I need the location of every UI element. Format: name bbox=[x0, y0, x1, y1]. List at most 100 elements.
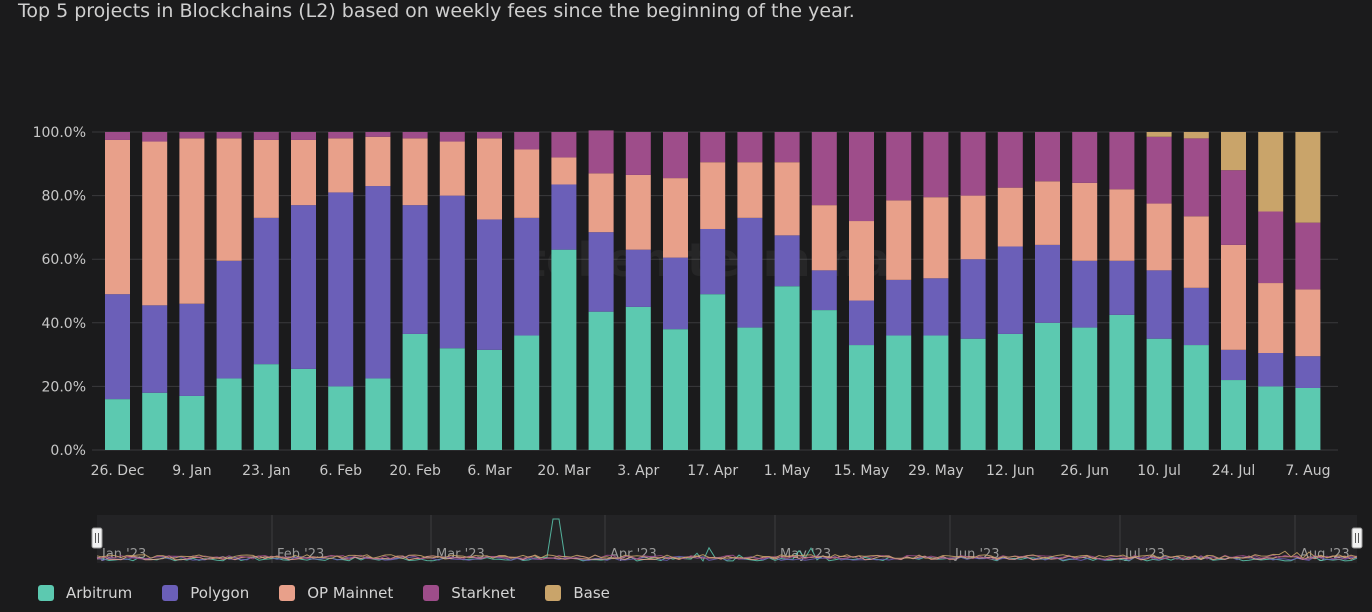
bar-segment-op-mainnet[interactable] bbox=[1109, 189, 1135, 261]
bar-segment-op-mainnet[interactable] bbox=[1258, 283, 1284, 354]
navigator-right-handle[interactable] bbox=[1351, 527, 1363, 549]
legend-item-starknet[interactable]: Starknet bbox=[423, 584, 515, 602]
bar-segment-polygon[interactable] bbox=[960, 259, 986, 339]
bar-segment-starknet[interactable] bbox=[588, 130, 614, 174]
bar-segment-polygon[interactable] bbox=[1109, 260, 1135, 315]
bar-segment-arbitrum[interactable] bbox=[328, 386, 354, 450]
bar-segment-starknet[interactable] bbox=[402, 132, 428, 139]
bar-segment-starknet[interactable] bbox=[328, 132, 354, 139]
bar-segment-arbitrum[interactable] bbox=[923, 335, 949, 450]
bar-segment-arbitrum[interactable] bbox=[402, 333, 428, 450]
bar-segment-starknet[interactable] bbox=[997, 132, 1023, 188]
bar-segment-polygon[interactable] bbox=[328, 192, 354, 387]
bar-segment-arbitrum[interactable] bbox=[1072, 327, 1098, 450]
bar-segment-arbitrum[interactable] bbox=[737, 327, 763, 450]
bar-segment-starknet[interactable] bbox=[663, 132, 688, 179]
bar-segment-arbitrum[interactable] bbox=[1035, 322, 1060, 450]
bar-segment-op-mainnet[interactable] bbox=[253, 139, 279, 218]
bar-group[interactable] bbox=[142, 132, 168, 450]
legend-item-arbitrum[interactable]: Arbitrum bbox=[38, 584, 132, 602]
bar-segment-op-mainnet[interactable] bbox=[402, 138, 428, 206]
bar-segment-op-mainnet[interactable] bbox=[1072, 182, 1098, 261]
bar-segment-starknet[interactable] bbox=[1109, 132, 1135, 190]
bar-segment-starknet[interactable] bbox=[1221, 170, 1246, 245]
bar-segment-starknet[interactable] bbox=[737, 132, 763, 163]
bar-segment-polygon[interactable] bbox=[1221, 349, 1246, 381]
bar-segment-arbitrum[interactable] bbox=[700, 294, 726, 450]
bar-segment-op-mainnet[interactable] bbox=[588, 173, 614, 233]
bar-segment-starknet[interactable] bbox=[1295, 222, 1321, 290]
bar-segment-arbitrum[interactable] bbox=[253, 364, 279, 450]
bar-group[interactable] bbox=[625, 132, 651, 450]
bar-segment-starknet[interactable] bbox=[514, 132, 540, 150]
bar-segment-op-mainnet[interactable] bbox=[439, 141, 465, 196]
bar-segment-arbitrum[interactable] bbox=[960, 338, 986, 450]
bar-segment-polygon[interactable] bbox=[1072, 260, 1098, 328]
bar-segment-op-mainnet[interactable] bbox=[291, 139, 316, 206]
bar-segment-op-mainnet[interactable] bbox=[960, 195, 986, 260]
bar-segment-op-mainnet[interactable] bbox=[923, 197, 949, 279]
bar-group[interactable] bbox=[588, 130, 614, 450]
bar-group[interactable] bbox=[774, 132, 800, 450]
bar-group[interactable] bbox=[551, 132, 577, 450]
bar-group[interactable] bbox=[105, 132, 130, 450]
bar-segment-arbitrum[interactable] bbox=[551, 249, 577, 450]
bar-segment-polygon[interactable] bbox=[849, 300, 874, 346]
bar-group[interactable] bbox=[365, 132, 391, 450]
bar-segment-op-mainnet[interactable] bbox=[1146, 203, 1172, 271]
bar-segment-arbitrum[interactable] bbox=[1183, 345, 1209, 450]
bar-segment-op-mainnet[interactable] bbox=[1035, 181, 1060, 245]
bar-segment-polygon[interactable] bbox=[514, 217, 540, 336]
bar-segment-base[interactable] bbox=[1146, 132, 1172, 137]
bar-segment-op-mainnet[interactable] bbox=[737, 162, 763, 218]
bar-segment-base[interactable] bbox=[1258, 132, 1284, 212]
bar-group[interactable] bbox=[811, 132, 837, 450]
bar-segment-starknet[interactable] bbox=[477, 132, 502, 139]
bar-segment-arbitrum[interactable] bbox=[439, 348, 465, 450]
bar-segment-arbitrum[interactable] bbox=[477, 349, 502, 450]
bar-segment-polygon[interactable] bbox=[105, 294, 130, 400]
legend-item-op-mainnet[interactable]: OP Mainnet bbox=[279, 584, 393, 602]
bar-segment-op-mainnet[interactable] bbox=[365, 136, 391, 187]
bar-segment-arbitrum[interactable] bbox=[514, 335, 540, 450]
bar-segment-starknet[interactable] bbox=[439, 132, 465, 142]
bar-segment-op-mainnet[interactable] bbox=[849, 221, 874, 301]
bar-group[interactable] bbox=[1221, 132, 1246, 450]
bar-group[interactable] bbox=[291, 132, 316, 450]
bar-segment-polygon[interactable] bbox=[1183, 287, 1209, 346]
bar-segment-arbitrum[interactable] bbox=[105, 399, 130, 450]
bar-segment-arbitrum[interactable] bbox=[588, 311, 614, 450]
bar-segment-polygon[interactable] bbox=[365, 186, 391, 379]
bar-segment-starknet[interactable] bbox=[849, 132, 874, 222]
bar-segment-polygon[interactable] bbox=[551, 184, 577, 250]
bar-segment-op-mainnet[interactable] bbox=[625, 174, 651, 250]
range-navigator[interactable]: Jan '23 Feb '23 Mar '23 Apr '23 May '23 Jun '… bbox=[91, 515, 1363, 563]
bar-segment-arbitrum[interactable] bbox=[365, 378, 391, 450]
bar-segment-polygon[interactable] bbox=[811, 270, 837, 311]
bar-group[interactable] bbox=[1146, 132, 1172, 450]
bar-segment-arbitrum[interactable] bbox=[663, 329, 688, 450]
bar-group[interactable] bbox=[216, 132, 242, 450]
bar-segment-op-mainnet[interactable] bbox=[997, 187, 1023, 247]
bar-segment-arbitrum[interactable] bbox=[1258, 386, 1284, 450]
bar-segment-op-mainnet[interactable] bbox=[700, 162, 726, 229]
legend-item-polygon[interactable]: Polygon bbox=[162, 584, 249, 602]
legend-item-base[interactable]: Base bbox=[545, 584, 610, 602]
bar-segment-polygon[interactable] bbox=[439, 195, 465, 349]
bar-group[interactable] bbox=[923, 132, 949, 450]
bar-group[interactable] bbox=[997, 132, 1023, 450]
bar-segment-polygon[interactable] bbox=[588, 232, 614, 312]
bar-segment-arbitrum[interactable] bbox=[1295, 387, 1321, 450]
bar-segment-op-mainnet[interactable] bbox=[1221, 244, 1246, 350]
bar-segment-op-mainnet[interactable] bbox=[774, 162, 800, 236]
bar-segment-starknet[interactable] bbox=[774, 132, 800, 163]
bar-segment-arbitrum[interactable] bbox=[774, 286, 800, 450]
bar-group[interactable] bbox=[1109, 132, 1135, 450]
bar-segment-starknet[interactable] bbox=[625, 132, 651, 175]
bar-group[interactable] bbox=[1072, 132, 1098, 450]
bar-segment-op-mainnet[interactable] bbox=[514, 149, 540, 218]
bar-segment-starknet[interactable] bbox=[960, 132, 986, 196]
bar-segment-op-mainnet[interactable] bbox=[477, 138, 502, 220]
bar-segment-polygon[interactable] bbox=[700, 228, 726, 295]
bar-segment-op-mainnet[interactable] bbox=[663, 178, 688, 258]
